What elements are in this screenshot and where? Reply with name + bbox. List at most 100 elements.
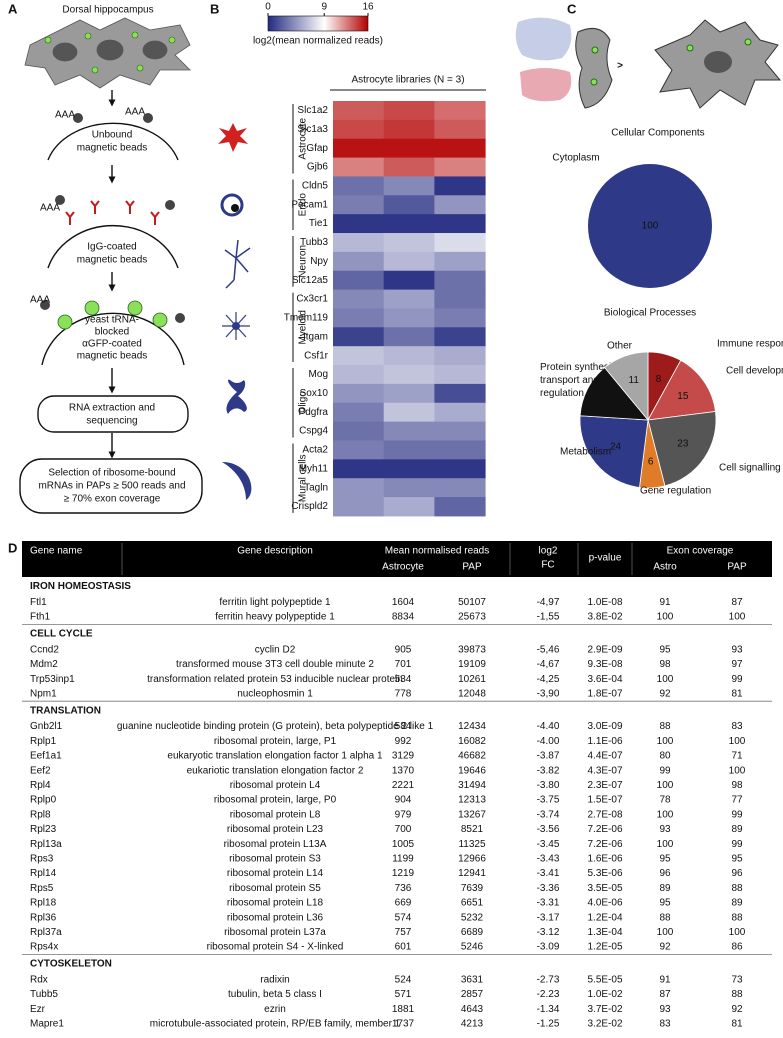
bead [84, 300, 100, 316]
heatmap-cell [383, 421, 435, 441]
table-cell: ribosomal protein L37a [224, 927, 326, 938]
table-cell: Mdm2 [30, 659, 58, 670]
ribosome [73, 113, 83, 123]
table-cell: 95 [731, 854, 743, 865]
heatmap-cell [383, 195, 435, 215]
table-cell: 992 [395, 736, 412, 747]
pie-slice [647, 411, 717, 487]
table-cell: ezrin [264, 1004, 286, 1015]
gene-label: Myh11 [299, 463, 329, 474]
table-cell: -3.74 [537, 809, 560, 820]
antibodies [65, 200, 160, 225]
antibody [65, 211, 75, 225]
header-cell: PAP [727, 562, 747, 573]
colorbar-tick-label: 9 [321, 2, 327, 13]
gene-label: Tmem119 [284, 313, 329, 324]
table-cell: 93 [731, 644, 743, 655]
table-cell: 100 [657, 809, 674, 820]
bead [57, 314, 73, 330]
header-cell: Mean normalised reads [385, 546, 490, 557]
heatmap-cell [383, 119, 435, 140]
gene-label: Cx3cr1 [296, 294, 328, 305]
section-title: TRANSLATION [30, 705, 101, 716]
slice-label: Protein synthesis, transport and regulatio… [540, 362, 619, 399]
panel-label: B [210, 1, 219, 16]
antibody [90, 200, 100, 214]
table-cell: 1.0E-02 [587, 989, 622, 1000]
panel-title: Dorsal hippocampus [62, 5, 153, 16]
table-cell: -2.23 [537, 989, 560, 1000]
table-cell: 701 [395, 659, 412, 670]
polya-label: AAA [55, 110, 75, 121]
polya-label: AAA [125, 107, 145, 118]
table-cell: 1.6E-06 [587, 854, 622, 865]
table-cell: Ftl1 [30, 597, 47, 608]
table-cell: 736 [395, 883, 412, 894]
table-cell: 99 [731, 674, 743, 685]
heatmap-cell [383, 270, 435, 291]
table-cell: -3.12 [537, 927, 560, 938]
astrocyte-icon [218, 123, 248, 152]
slice-value: 8 [656, 374, 662, 385]
gene-label: Gjb6 [307, 162, 329, 173]
endo-icon [220, 193, 244, 217]
table-cell: Npm1 [30, 689, 57, 700]
heatmap-cell [434, 346, 486, 366]
step-text: ≥ 70% exon coverage [64, 494, 161, 505]
table-cell: -4,67 [537, 659, 560, 670]
slice-label: Cell signalling [719, 463, 781, 474]
heatmap-cell [383, 157, 435, 177]
dot [686, 44, 694, 52]
header-cell: Astro [653, 562, 677, 573]
gene-label: Crispld2 [291, 501, 328, 512]
step-text: magnetic beads [77, 255, 148, 266]
heatmap-cell [383, 383, 435, 404]
heatmap-cell [333, 478, 385, 498]
table-cell: -1.34 [537, 1004, 560, 1015]
table-cell: 93 [659, 824, 671, 835]
table-cell: ribosomal protein L23 [227, 824, 324, 835]
table-cell: 100 [729, 612, 746, 623]
table-cell: 4213 [461, 1019, 484, 1030]
table-cell: -3.09 [537, 942, 560, 953]
heatmap-cell [333, 176, 385, 196]
table-cell: 7.2E-06 [587, 839, 622, 850]
table-cell: 89 [731, 898, 743, 909]
neuron-icon [224, 239, 251, 289]
group-label: Mural cells [298, 454, 309, 502]
header-cell: Astrocyte [382, 562, 424, 573]
table-cell: 8834 [392, 612, 415, 623]
table-cell: 1.2E-05 [587, 942, 622, 953]
table-cell: 87 [659, 989, 671, 1000]
heatmap-cell [383, 176, 435, 196]
heatmap-cell [383, 214, 435, 234]
table-cell: 39873 [458, 644, 486, 655]
table-cell: 83 [731, 721, 743, 732]
heatmap-cell [383, 101, 435, 121]
table-cell: ribosomal protein, large, P0 [214, 795, 337, 806]
section-title: IRON HOMEOSTASIS [30, 581, 131, 592]
table-cell: eukaryotic translation elongation factor… [167, 751, 383, 762]
table-cell: 757 [395, 927, 412, 938]
heatmap-cell [383, 289, 435, 309]
heatmap-cell [434, 138, 486, 159]
slice-value: 13 [605, 396, 617, 407]
table-cell: Rpl13a [30, 839, 62, 850]
step-text: RNA extraction and [69, 403, 155, 414]
slice-value: 11 [629, 375, 640, 386]
table-cell: 50107 [458, 597, 486, 608]
table-cell: 95 [659, 854, 671, 865]
heatmap-cell [434, 119, 486, 140]
heatmap-cell [434, 308, 486, 328]
table-cell: 80 [659, 751, 671, 762]
table-cell: Trp53inp1 [30, 674, 75, 685]
table-cell: 4.4E-07 [587, 751, 622, 762]
bead [152, 312, 168, 328]
table-cell: 91 [659, 597, 671, 608]
table-cell: 1.8E-07 [587, 689, 622, 700]
table-cell: 778 [395, 689, 412, 700]
table-cell: 88 [731, 989, 743, 1000]
table-cell: 2.7E-08 [587, 809, 622, 820]
table-cell: 979 [395, 809, 412, 820]
cell-body [52, 42, 78, 62]
